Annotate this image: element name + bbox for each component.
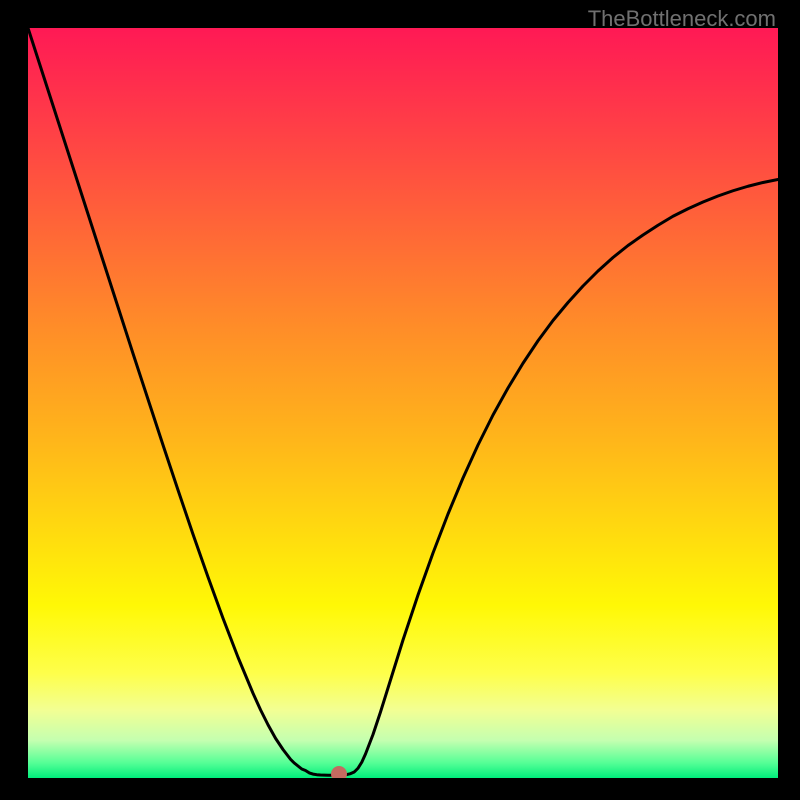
plot-area	[28, 28, 778, 778]
watermark-text: TheBottleneck.com	[588, 6, 776, 32]
optimal-point-marker	[331, 766, 347, 779]
bottleneck-curve	[28, 28, 778, 778]
